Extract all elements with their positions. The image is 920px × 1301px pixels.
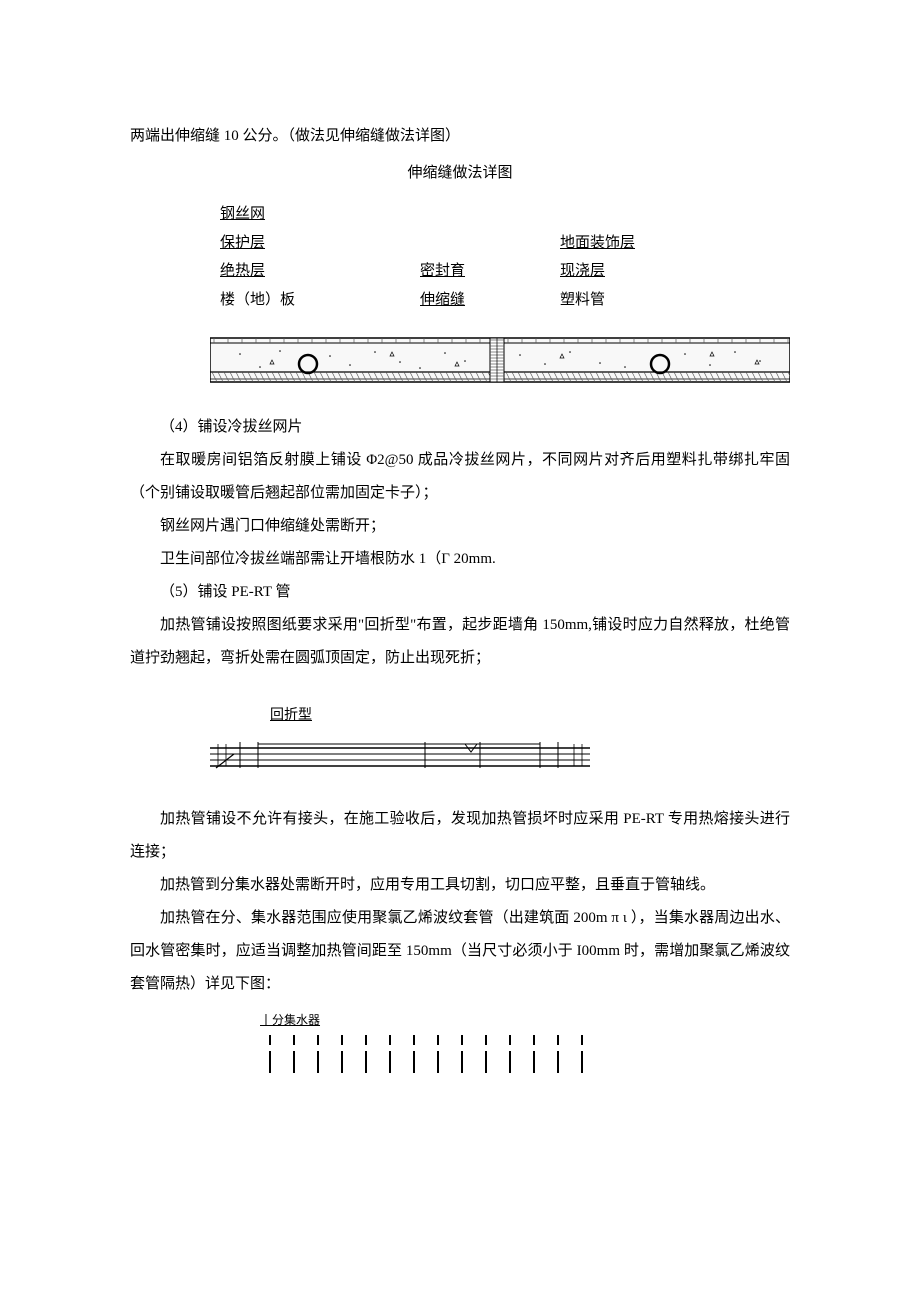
label: 绝热层	[220, 257, 420, 286]
label: 地面装饰层	[560, 229, 720, 258]
label: 伸缩缝	[420, 286, 560, 315]
layer-labels: 钢丝网 保护层 地面装饰层 绝热层 密封育 现浇层 楼（地）板 伸缩缝 塑料管	[220, 200, 790, 314]
heading-4: （4）铺设冷拔丝网片	[130, 411, 790, 444]
paragraph-top: 两端出伸缩缝 10 公分。（做法见伸缩缝做法详图）	[130, 120, 790, 153]
label: 现浇层	[560, 257, 720, 286]
detail-title: 伸缩缝做法详图	[130, 157, 790, 190]
return-label: 回折型	[270, 708, 312, 723]
label: 楼（地）板	[220, 286, 420, 315]
heading-5: （5）铺设 PE-RT 管	[130, 576, 790, 609]
return-diagram: 回折型	[210, 699, 590, 785]
document-page: 两端出伸缩缝 10 公分。（做法见伸缩缝做法详图） 伸缩缝做法详图 钢丝网 保护…	[0, 0, 920, 1146]
manifold-diagram	[260, 1033, 600, 1086]
paragraph: 钢丝网片遇门口伸缩缝处需断开；	[130, 510, 790, 543]
paragraph: 加热管到分集水器处需断开时，应用专用工具切割，切口应平整，且垂直于管轴线。	[130, 869, 790, 902]
cross-section-diagram	[210, 334, 790, 399]
paragraph: 加热管铺设不允许有接头，在施工验收后，发现加热管损坏时应采用 PE-RT 专用热…	[130, 803, 790, 869]
paragraph: 在取暖房间铝箔反射膜上铺设 Φ2@50 成品冷拔丝网片，不同网片对齐后用塑料扎带…	[130, 444, 790, 510]
paragraph: 加热管铺设按照图纸要求采用"回折型"布置，起步距墙角 150mm,铺设时应力自然…	[130, 609, 790, 675]
manifold-label: 丨分集水器	[260, 1007, 790, 1033]
paragraph: 卫生间部位冷拔丝端部需让开墙根防水 1（Γ 20mm.	[130, 543, 790, 576]
paragraph: 加热管在分、集水器范围应使用聚氯乙烯波纹套管（出建筑面 200m π ι ），当…	[130, 902, 790, 1001]
label: 钢丝网	[220, 200, 420, 229]
label: 塑料管	[560, 286, 720, 315]
label: 保护层	[220, 229, 420, 258]
label	[420, 229, 560, 258]
label: 密封育	[420, 257, 560, 286]
